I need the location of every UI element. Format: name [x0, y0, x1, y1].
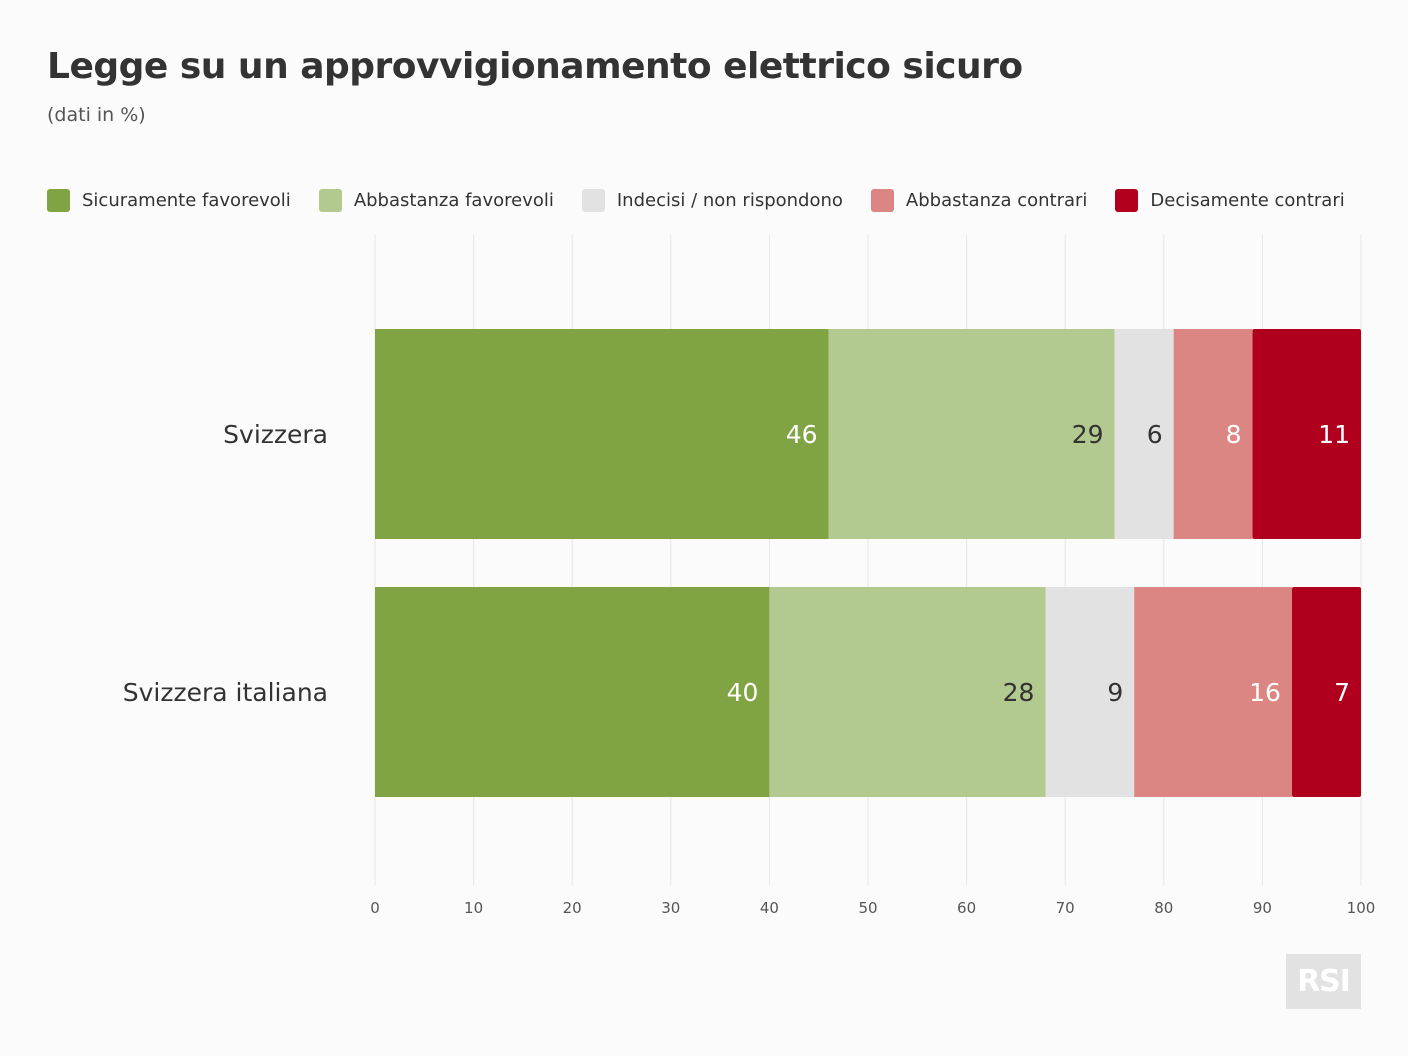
- bars: [375, 329, 1361, 797]
- bar-segment: [375, 329, 829, 539]
- tick-labels: 0 10 20 30 40 50 60 70 80 90 100: [370, 899, 1375, 917]
- value-label: 28: [1003, 678, 1035, 707]
- chart-title: Legge su un approvvigionamento elettrico…: [47, 46, 1023, 87]
- legend-item: Decisamente contrari: [1115, 188, 1345, 212]
- x-tick-label: 30: [661, 899, 680, 917]
- legend-swatch: [1115, 188, 1139, 212]
- bar-segment: [1134, 587, 1292, 797]
- bar-segment: [1045, 587, 1135, 797]
- value-label: 40: [727, 678, 759, 707]
- x-tick-label: 80: [1154, 899, 1173, 917]
- legend-item: Abbastanza favorevoli: [318, 188, 554, 212]
- value-label: 46: [786, 420, 818, 449]
- bar-segment: [1291, 587, 1361, 797]
- legend-item: Indecisi / non rispondono: [581, 188, 843, 212]
- value-label: 8: [1226, 420, 1242, 449]
- chart-subtitle: (dati in %): [47, 104, 146, 126]
- legend-label: Decisamente contrari: [1150, 189, 1345, 211]
- x-tick-label: 40: [760, 899, 779, 917]
- rsi-logo: RSI: [1286, 954, 1361, 1009]
- legend-swatch: [318, 188, 342, 212]
- category-label: Svizzera: [223, 420, 328, 449]
- bar-segment: [1114, 329, 1174, 539]
- x-tick-label: 10: [464, 899, 483, 917]
- category-label: Svizzera italiana: [123, 678, 328, 707]
- bar-segment: [828, 329, 1115, 539]
- category-labels: Svizzera Svizzera italiana: [123, 420, 328, 707]
- bar-segment: [375, 587, 770, 797]
- legend-swatch: [581, 188, 605, 212]
- x-tick-label: 90: [1253, 899, 1272, 917]
- bar-segment: [1252, 329, 1361, 539]
- value-labels: 46 29 6 8 11 40 28 9 16 7: [727, 420, 1350, 707]
- legend-label: Abbastanza contrari: [905, 189, 1088, 211]
- value-label: 9: [1107, 678, 1123, 707]
- x-tick-label: 100: [1347, 899, 1376, 917]
- legend-label: Sicuramente favorevoli: [82, 189, 291, 211]
- value-label: 7: [1334, 678, 1350, 707]
- x-tick-label: 20: [563, 899, 582, 917]
- legend-item: Sicuramente favorevoli: [47, 188, 291, 212]
- bar-segment: [769, 587, 1046, 797]
- x-tick-label: 0: [370, 899, 380, 917]
- bar-segment: [1173, 329, 1253, 539]
- x-tick-label: 50: [858, 899, 877, 917]
- value-label: 29: [1072, 420, 1104, 449]
- legend-swatch: [870, 188, 894, 212]
- legend-label: Indecisi / non rispondono: [616, 189, 843, 211]
- legend-item: Abbastanza contrari: [870, 188, 1088, 212]
- value-label: 11: [1318, 420, 1350, 449]
- x-tick-label: 70: [1056, 899, 1075, 917]
- value-label: 16: [1249, 678, 1281, 707]
- legend-swatch: [47, 188, 70, 212]
- x-tick-label: 60: [957, 899, 976, 917]
- legend: Sicuramente favorevoli Abbastanza favorev…: [47, 186, 1373, 214]
- value-label: 6: [1147, 420, 1163, 449]
- legend-label: Abbastanza favorevoli: [353, 189, 554, 211]
